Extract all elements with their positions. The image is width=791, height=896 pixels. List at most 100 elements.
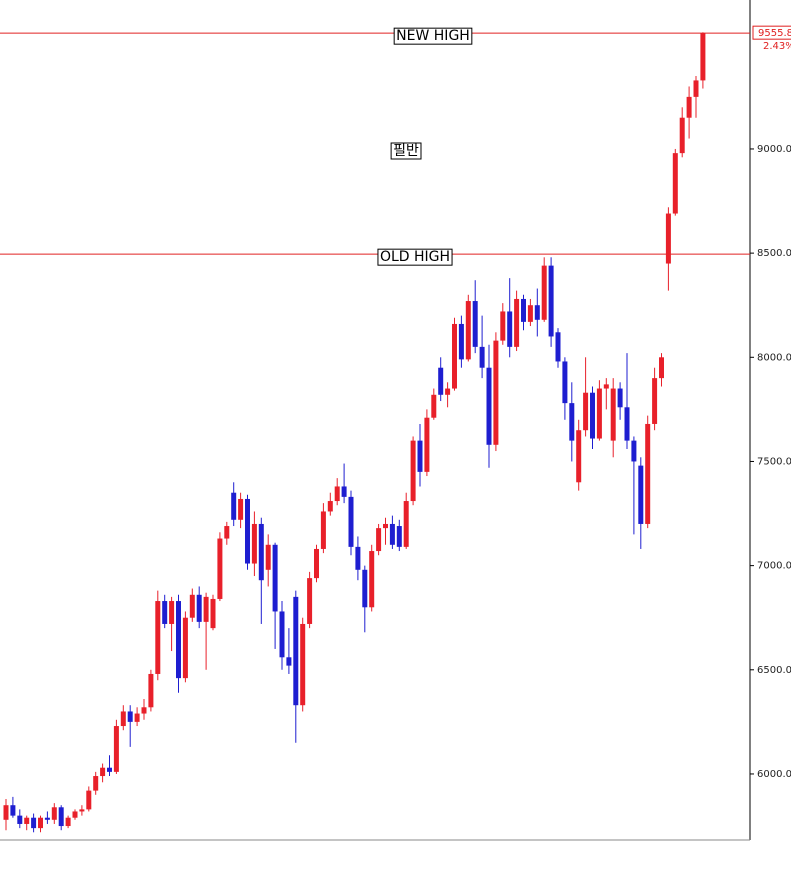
candle-body (176, 601, 181, 679)
y-tick-label: 9000.00 (757, 144, 791, 155)
candle-body (93, 776, 99, 791)
candle-body (610, 388, 616, 441)
candle-body (700, 33, 706, 81)
candle-body (217, 538, 223, 599)
candle-body (162, 601, 168, 624)
candle-body (58, 807, 64, 827)
candle-body (355, 546, 361, 570)
candle-body (590, 392, 595, 439)
candle-body (24, 817, 30, 824)
candle-body (534, 305, 540, 320)
candle-body (238, 498, 244, 520)
candle-body (452, 323, 457, 389)
candle-body (189, 594, 195, 618)
candle-body (410, 440, 416, 502)
candle-body (631, 440, 637, 462)
candle-body (596, 388, 602, 439)
candle-body (445, 388, 451, 395)
candle-body (293, 596, 299, 706)
candle-body (583, 392, 589, 431)
candle-body (113, 726, 119, 772)
candle-body (424, 417, 430, 472)
candle-body (245, 498, 250, 564)
candle-body (327, 501, 333, 512)
candle-body (314, 548, 319, 579)
annotation-box (390, 142, 422, 160)
candle-body (555, 332, 561, 362)
candle-body (617, 388, 623, 408)
candle-body (562, 361, 568, 404)
candle-body (417, 440, 423, 472)
candle-body (107, 767, 112, 772)
candle-body (341, 486, 347, 497)
candle-body (465, 301, 471, 360)
candle-body (3, 805, 9, 820)
candle-body (141, 707, 147, 714)
candle-body (693, 80, 699, 97)
last-price-label: 9555.80 (758, 28, 791, 39)
candle-body (72, 811, 78, 818)
candle-body (38, 817, 43, 829)
y-tick-label: 7500.00 (757, 456, 791, 467)
candle-body (383, 523, 388, 529)
candle-body (659, 357, 664, 379)
candle-body (203, 596, 209, 622)
y-tick-label: 8500.00 (757, 248, 791, 259)
candle-body (369, 551, 375, 608)
candle-body (134, 713, 140, 722)
candle-body (672, 153, 678, 214)
candle-body (665, 213, 671, 264)
candle-body (258, 523, 264, 581)
candle-body (479, 346, 485, 368)
candle-body (376, 528, 382, 552)
candle-body (320, 511, 326, 549)
candle-body (472, 301, 478, 347)
candle-body (100, 767, 106, 777)
candle-body (10, 805, 16, 816)
candle-body (286, 657, 292, 666)
candle-body (65, 817, 71, 827)
last-price-box (752, 25, 791, 40)
candle-body (493, 340, 499, 445)
candle-body (196, 594, 202, 622)
candle-body (272, 544, 278, 612)
candle-body (307, 578, 313, 624)
candle-body (334, 486, 340, 502)
y-tick-label: 7000.00 (757, 561, 791, 572)
candle-body (548, 265, 554, 337)
candle-body (265, 544, 271, 570)
reference-label-box (393, 27, 473, 45)
candle-body (148, 673, 154, 708)
candle-body (603, 384, 609, 389)
candle-body (638, 465, 644, 524)
reference-label: OLD HIGH (380, 249, 450, 265)
y-tick-label: 6000.00 (757, 769, 791, 780)
candle-body (210, 598, 216, 629)
candle-body (120, 711, 126, 727)
candle-body (486, 367, 492, 445)
candle-body (645, 423, 651, 524)
candle-body (438, 367, 444, 395)
candle-body (362, 569, 368, 608)
reference-label-box (377, 248, 453, 266)
candle-body (507, 311, 513, 347)
candle-body (396, 526, 402, 547)
candle-body (521, 298, 526, 322)
candle-body (500, 311, 506, 341)
candle-body (79, 809, 85, 812)
candle-body (514, 298, 520, 347)
candle-body (458, 323, 464, 360)
last-change-label: 2.43% (763, 41, 791, 52)
candle-body (182, 617, 188, 679)
candle-body (300, 623, 306, 706)
candle-body (231, 492, 237, 520)
candle-body (569, 403, 575, 441)
candle-body (348, 496, 354, 547)
y-tick-label: 8000.00 (757, 352, 791, 363)
candle-body (31, 817, 37, 829)
candle-body (279, 611, 285, 658)
candle-body (51, 807, 57, 820)
candle-body (576, 430, 582, 483)
